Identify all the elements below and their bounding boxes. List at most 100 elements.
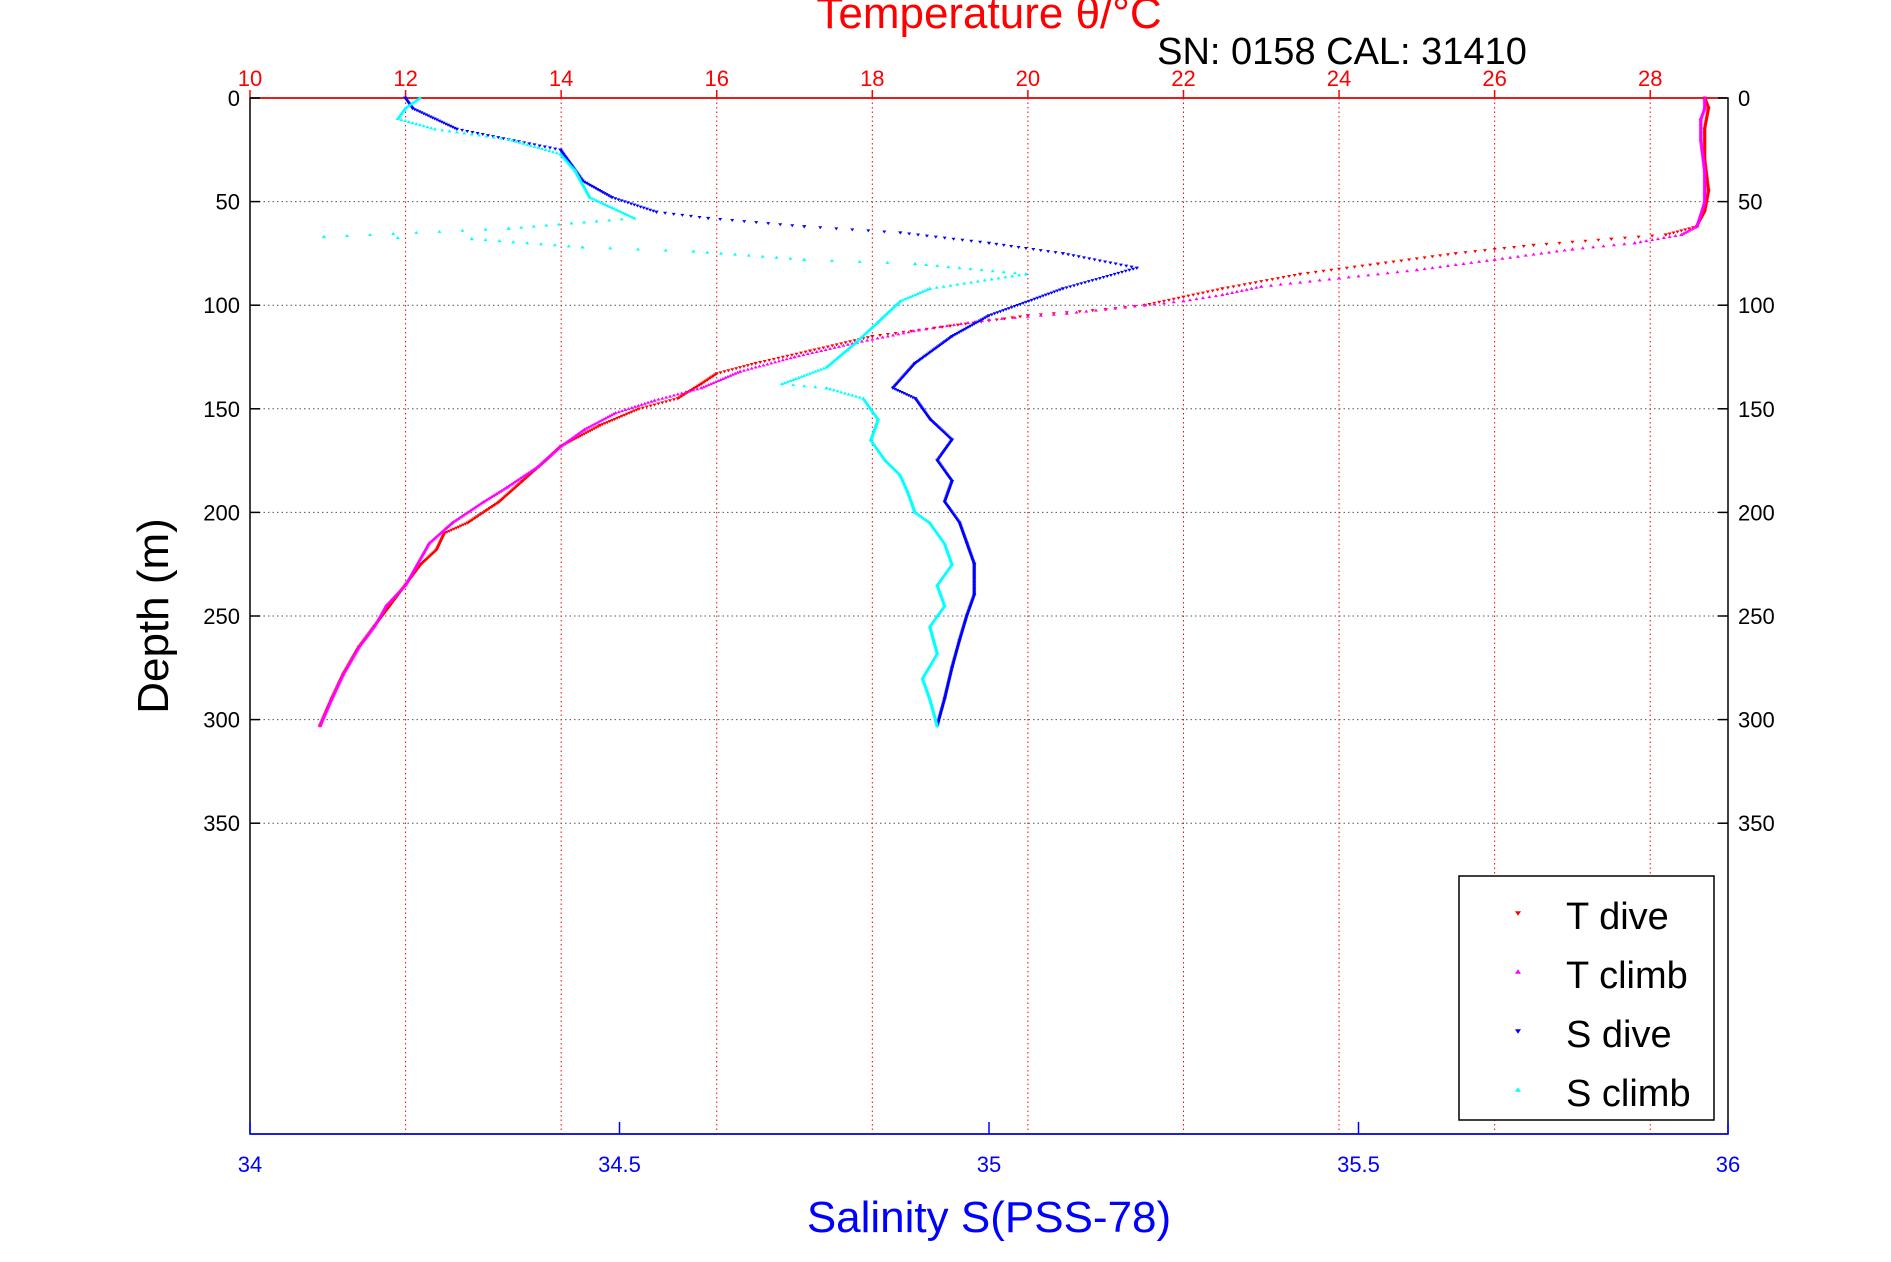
data-point — [1683, 230, 1688, 234]
data-point — [1046, 250, 1051, 254]
data-point — [441, 121, 446, 125]
data-point — [1225, 292, 1230, 296]
data-point — [908, 295, 913, 299]
data-point — [1075, 283, 1080, 287]
data-point — [444, 530, 449, 534]
data-point — [516, 140, 521, 144]
data-point — [1018, 315, 1023, 319]
data-point — [1453, 262, 1458, 266]
data-point — [885, 260, 890, 264]
data-point — [969, 239, 974, 243]
data-point — [951, 334, 956, 338]
data-point — [927, 286, 933, 290]
data-point — [437, 229, 442, 233]
data-point — [730, 372, 735, 376]
data-point — [1084, 309, 1089, 313]
data-point — [525, 142, 530, 146]
data-point — [839, 342, 844, 346]
data-point — [1094, 278, 1099, 282]
data-point — [870, 334, 875, 339]
data-point — [1038, 295, 1043, 299]
data-point — [799, 351, 804, 355]
data-point — [761, 363, 766, 367]
data-point — [951, 237, 956, 241]
data-point — [983, 316, 988, 320]
data-point — [834, 227, 839, 231]
data-point — [1074, 310, 1079, 314]
data-point — [429, 126, 434, 130]
data-point — [663, 248, 668, 252]
data-point — [391, 231, 396, 235]
data-point — [1123, 305, 1128, 309]
data-point — [1097, 277, 1102, 281]
data-point — [788, 356, 793, 360]
data-point — [1344, 266, 1349, 270]
data-point — [913, 293, 918, 297]
data-point — [691, 388, 696, 392]
data-point — [584, 426, 589, 430]
data-point — [635, 204, 640, 208]
data-point — [605, 415, 610, 419]
data-point — [1275, 277, 1280, 281]
data-point — [916, 328, 922, 332]
data-point — [536, 145, 541, 149]
data-point — [1196, 292, 1201, 296]
depth-tick-label-right: 300 — [1738, 708, 1775, 733]
data-point — [955, 282, 960, 286]
temp-tick-label: 26 — [1482, 66, 1506, 91]
data-point — [906, 330, 911, 334]
depth-tick-label-right: 350 — [1738, 811, 1775, 836]
data-point — [607, 420, 612, 424]
data-point — [602, 422, 607, 426]
data-point — [1029, 298, 1034, 302]
data-point — [519, 225, 524, 229]
data-point — [900, 298, 905, 302]
data-point — [517, 140, 522, 144]
data-point — [749, 363, 754, 367]
data-point — [977, 319, 982, 323]
data-point — [721, 376, 726, 380]
data-point — [321, 234, 327, 239]
data-point — [823, 347, 828, 351]
data-point — [410, 121, 415, 125]
data-point — [447, 529, 452, 533]
data-point — [510, 138, 515, 142]
data-point — [828, 346, 833, 350]
data-point — [625, 201, 630, 205]
data-point — [1399, 259, 1404, 263]
data-point — [511, 240, 516, 244]
data-point — [745, 364, 750, 368]
data-point — [1554, 249, 1559, 253]
data-point — [344, 233, 349, 237]
data-point — [1650, 234, 1655, 238]
temp-tick-label: 14 — [549, 66, 573, 91]
data-point — [1103, 307, 1108, 311]
data-point — [612, 207, 617, 211]
data-point — [483, 227, 488, 231]
data-point — [1523, 253, 1528, 257]
data-point — [733, 371, 738, 375]
temp-tick-label: 24 — [1327, 66, 1351, 91]
data-point — [1171, 300, 1176, 304]
data-point — [774, 255, 779, 259]
data-point — [698, 386, 704, 390]
depth-tick-label-left: 50 — [216, 190, 240, 215]
data-point — [1671, 231, 1676, 235]
data-point — [705, 216, 711, 221]
legend-item-t-climb: T climb — [1515, 955, 1688, 997]
data-point — [859, 339, 864, 343]
data-point — [910, 396, 915, 400]
data-point — [449, 528, 454, 532]
data-point — [543, 148, 548, 151]
data-point — [697, 215, 702, 219]
data-point — [866, 229, 871, 233]
data-point — [1430, 255, 1435, 259]
data-point — [998, 310, 1003, 314]
data-point — [846, 392, 851, 396]
axes: 10 12 14 16 18 20 22 24 26 28 34 34.5 35 35.5 36 0 0 50 50… — [203, 66, 1774, 1177]
data-point — [633, 404, 638, 408]
data-point — [948, 283, 953, 287]
data-point — [1131, 267, 1136, 271]
data-point — [1268, 283, 1273, 287]
data-point — [1259, 280, 1264, 284]
